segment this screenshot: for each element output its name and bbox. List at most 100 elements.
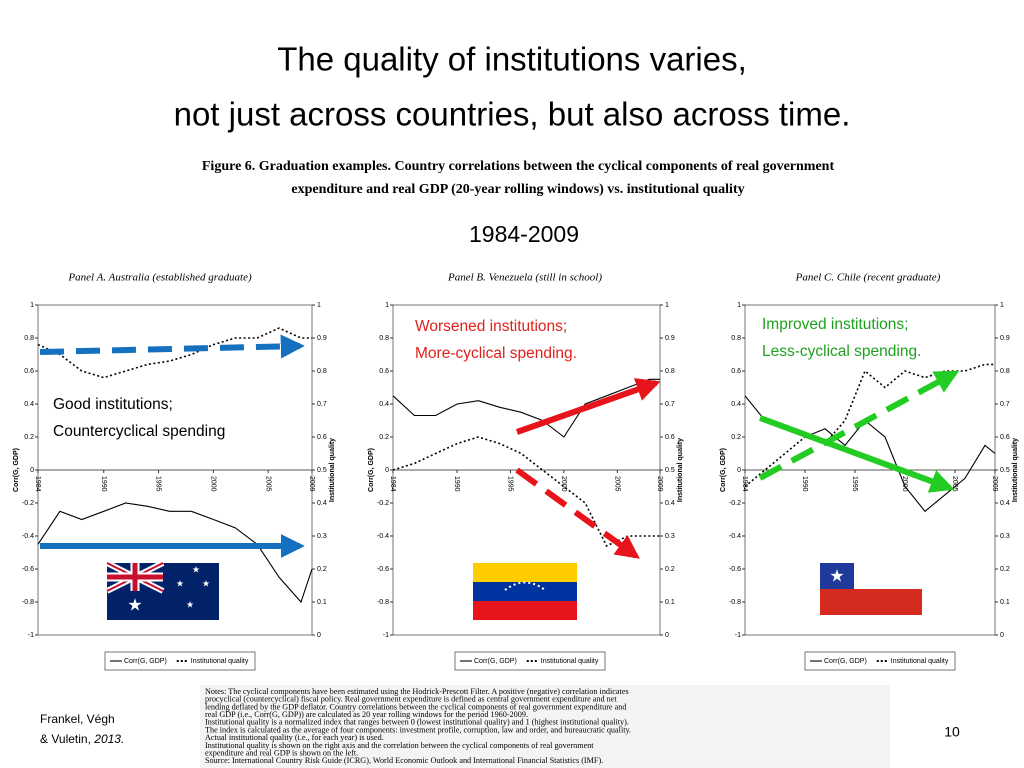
y-tick-label: 0.4 <box>379 401 389 408</box>
y2-tick-label: 0.2 <box>665 566 675 573</box>
note-line: Notes: The cyclical components have been… <box>205 687 629 696</box>
y2-tick-label: 0.3 <box>1000 533 1010 540</box>
y2-tick-label: 0.7 <box>317 401 327 408</box>
y-tick-label: -0.2 <box>377 500 389 507</box>
y2-tick-label: 0.7 <box>1000 401 1010 408</box>
annotation: Improved institutions; <box>762 316 908 333</box>
y-tick-label: -0.8 <box>22 599 34 606</box>
x-tick-label: 2005 <box>264 476 271 492</box>
y2-tick-label: 0.4 <box>665 500 675 507</box>
arrow <box>516 378 661 435</box>
y-tick-label: 0.6 <box>379 368 389 375</box>
y-tick-label: 0.8 <box>379 335 389 342</box>
y-tick-label: -0.8 <box>377 599 389 606</box>
y-tick-label: 0.4 <box>24 401 34 408</box>
y-tick-label: -0.4 <box>377 533 389 540</box>
y2-axis-label: Institutional quality <box>1012 438 1019 502</box>
notes-box <box>200 685 890 768</box>
y2-axis-label: Institutional quality <box>329 438 336 502</box>
x-tick-label: 1984 <box>389 476 396 492</box>
panel-title: Panel C. Chile (recent graduate) <box>795 272 941 284</box>
note-line: real GDP (i.e., Corr(G, GDP)) are calcul… <box>205 710 528 719</box>
x-tick-label: 1995 <box>155 476 162 492</box>
y2-tick-label: 0 <box>665 632 669 639</box>
x-tick-label: 1995 <box>851 476 858 492</box>
page-number: 10 <box>944 724 960 740</box>
annotation: Good institutions; <box>53 396 173 413</box>
arrow <box>758 415 955 493</box>
x-tick-label: 1984 <box>34 476 41 492</box>
annotation: Less-cyclical spending. <box>762 343 921 360</box>
y-tick-label: -0.4 <box>22 533 34 540</box>
legend-label: Corr(G, GDP) <box>824 658 867 665</box>
y2-tick-label: 0.3 <box>665 533 675 540</box>
y-tick-label: -1 <box>383 632 389 639</box>
y2-tick-label: 0.5 <box>317 467 327 474</box>
y-tick-label: -1 <box>735 632 741 639</box>
y-tick-label: 0.8 <box>731 335 741 342</box>
y2-tick-label: 0.9 <box>1000 335 1010 342</box>
note-line: Institutional quality is shown on the ri… <box>205 741 594 750</box>
y2-tick-label: 0.4 <box>1000 500 1010 507</box>
y-tick-label: 0.2 <box>379 434 389 441</box>
charts: Panel A. Australia (established graduate… <box>13 272 1019 671</box>
y2-axis-label: Institutional quality <box>677 438 684 502</box>
flag-venezuela <box>473 563 577 620</box>
arrow <box>515 467 640 559</box>
legend-label: Institutional quality <box>541 658 599 665</box>
y-tick-label: 0.8 <box>24 335 34 342</box>
legend-label: Institutional quality <box>891 658 949 665</box>
y2-tick-label: 0.9 <box>317 335 327 342</box>
y-tick-label: 0 <box>737 467 741 474</box>
note-line: procyclical (countercyclical) fiscal pol… <box>205 695 617 704</box>
legend-box <box>454 651 606 671</box>
y2-tick-label: 0.6 <box>665 434 675 441</box>
legend-label: Institutional quality <box>191 658 249 665</box>
source-authors: & Vuletin, <box>40 732 94 746</box>
y2-tick-label: 0.6 <box>1000 434 1010 441</box>
source-year: 2013. <box>93 732 124 746</box>
y2-tick-label: 0.3 <box>317 533 327 540</box>
y-tick-label: 0.4 <box>731 401 741 408</box>
title-line: not just across countries, but also acro… <box>174 96 851 133</box>
y-tick-label: -0.4 <box>729 533 741 540</box>
y-tick-label: -0.6 <box>377 566 389 573</box>
y-tick-label: -0.2 <box>729 500 741 507</box>
svg-text:★: ★ <box>192 564 200 574</box>
arrow <box>758 370 960 481</box>
y2-tick-label: 0.4 <box>317 500 327 507</box>
legend-label: Corr(G, GDP) <box>124 658 167 665</box>
svg-text:★: ★ <box>186 599 194 609</box>
y-tick-label: 0.6 <box>731 368 741 375</box>
note-line: Actual institutional quality (i.e., for … <box>205 733 384 742</box>
y2-tick-label: 0.8 <box>665 368 675 375</box>
caption-line: expenditure and real GDP (20-year rollin… <box>291 182 744 197</box>
y2-tick-label: 1 <box>665 302 669 309</box>
y-axis-label: Corr(G, GDP) <box>368 448 375 492</box>
series-line <box>392 378 660 438</box>
x-tick-label: 1990 <box>453 476 460 492</box>
series-line <box>37 327 312 379</box>
y2-tick-label: 0.1 <box>1000 599 1010 606</box>
y-tick-label: -0.6 <box>729 566 741 573</box>
svg-text:★: ★ <box>829 566 844 585</box>
y2-tick-label: 0.8 <box>317 368 327 375</box>
y-tick-label: -0.8 <box>729 599 741 606</box>
note-line: Institutional quality is a normalized in… <box>205 718 629 727</box>
panel-title: Panel B. Venezuela (still in school) <box>447 272 602 284</box>
annotation: More-cyclical spending. <box>415 345 577 362</box>
legend-box <box>104 651 256 671</box>
note-line: Source: International Country Risk Guide… <box>205 756 603 765</box>
y-tick-label: 0.2 <box>24 434 34 441</box>
y2-tick-label: 0.5 <box>1000 467 1010 474</box>
svg-text:★: ★ <box>127 595 142 614</box>
y-tick-label: 0.6 <box>24 368 34 375</box>
y-tick-label: -1 <box>28 632 34 639</box>
x-tick-label: 2009 <box>991 476 998 492</box>
series-line <box>37 502 313 604</box>
y-tick-label: 1 <box>385 302 389 309</box>
x-tick-label: 2005 <box>613 476 620 492</box>
y-axis-label: Corr(G, GDP) <box>720 448 727 492</box>
source: Frankel, Végh <box>40 712 115 726</box>
source: & Vuletin, 2013. <box>40 732 124 746</box>
